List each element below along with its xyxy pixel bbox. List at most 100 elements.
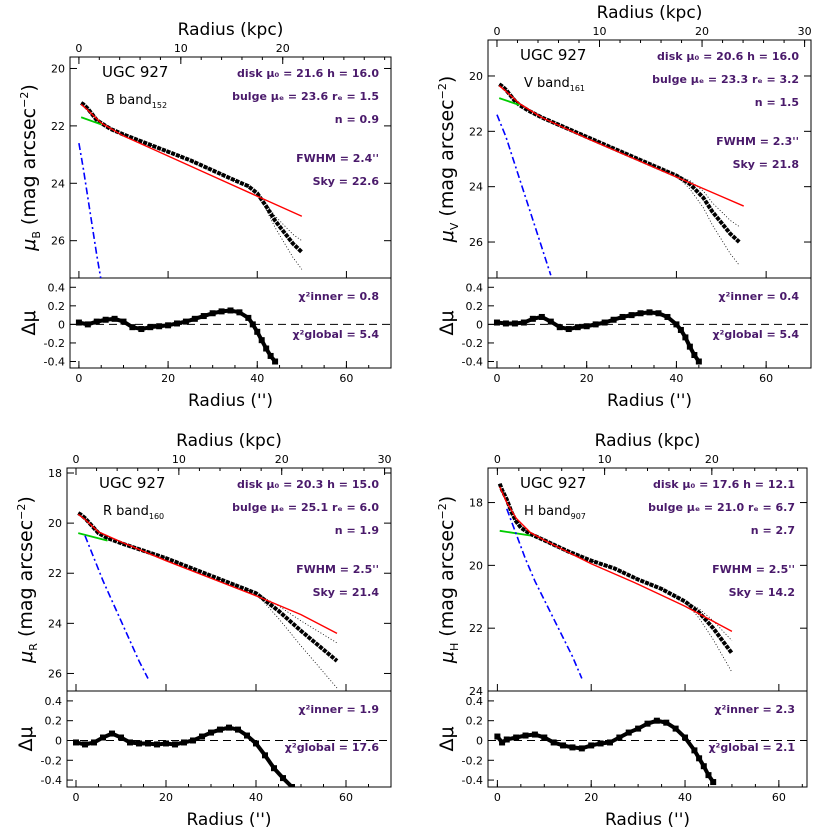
resid-y-tick-label: -0.2 xyxy=(41,754,62,767)
resid-y-tick-label: -0.4 xyxy=(462,356,483,369)
chi2-inner: χ²inner = 0.8 xyxy=(298,290,379,303)
top-tick-label: 10 xyxy=(593,25,607,38)
y-tick-label: 20 xyxy=(469,559,483,572)
residual-curve xyxy=(495,718,715,784)
disk-component-line xyxy=(498,97,520,106)
profile-error-lower xyxy=(499,83,740,266)
chi2-inner: χ²inner = 2.3 xyxy=(714,703,795,716)
y-tick-label: 24 xyxy=(469,685,483,698)
profile-error-lower xyxy=(80,102,303,270)
x-tick-label: 0 xyxy=(493,372,500,385)
y-tick-label: 26 xyxy=(48,667,62,680)
chi2-global: χ²global = 17.6 xyxy=(285,741,380,754)
chi2-global: χ²global = 2.1 xyxy=(708,741,795,754)
y-axis-title: μH (mag arcsec−2) xyxy=(436,496,461,664)
bottom-axis-title: Radius ('') xyxy=(188,391,273,411)
x-tick-label: 60 xyxy=(339,791,353,804)
y-tick-label: 18 xyxy=(48,467,62,480)
band-label: B band152 xyxy=(106,93,167,110)
resid-y-tick-label: -0.2 xyxy=(44,337,65,350)
total-model-line xyxy=(80,103,303,217)
resid-y-tick-label: -0.4 xyxy=(44,356,65,369)
total-model-line xyxy=(499,486,733,632)
top-tick-label: 0 xyxy=(75,42,82,55)
chi2-inner: χ²inner = 1.9 xyxy=(298,703,379,716)
resid-y-tick-label: 0.2 xyxy=(466,715,484,728)
total-model-line xyxy=(77,513,338,634)
resid-y-tick-label: 0.4 xyxy=(45,695,63,708)
fwhm-value: FWHM = 2.5'' xyxy=(296,563,379,576)
top-tick-label: 20 xyxy=(695,25,709,38)
observed-profile-points xyxy=(77,511,339,663)
bulge-component-line xyxy=(506,508,583,679)
resid-y-tick-label: 0.2 xyxy=(466,300,484,313)
sky-value: Sky = 14.2 xyxy=(729,586,795,599)
band-label: R band160 xyxy=(103,504,164,521)
fwhm-value: FWHM = 2.5'' xyxy=(712,563,795,576)
resid-y-tick-label: 0 xyxy=(55,734,62,747)
profile-error-lower xyxy=(78,512,338,689)
galaxy-name: UGC 927 xyxy=(102,63,168,81)
resid-y-tick-label: 0.4 xyxy=(466,281,484,294)
x-tick-label: 40 xyxy=(678,791,692,804)
x-tick-label: 20 xyxy=(584,791,598,804)
resid-y-tick-label: -0.2 xyxy=(462,754,483,767)
disk-params: disk μ₀ = 21.6 h = 16.0 xyxy=(237,67,379,80)
panel-top-left: Radius (kpc) 0 10 20 0 20 40 60 Radius ('') 20 22 2… xyxy=(18,20,392,411)
x-tick-label: 40 xyxy=(249,791,263,804)
panel-bottom-left: Radius (kpc) 0 10 20 30 0 20 40 60 Radius ('') 18 2… xyxy=(15,431,392,830)
band-label: H band907 xyxy=(524,504,586,521)
x-tick-label: 60 xyxy=(772,791,786,804)
residual-plot-frame xyxy=(69,277,392,369)
galaxy-name: UGC 927 xyxy=(520,46,586,64)
bottom-axis-title: Radius ('') xyxy=(605,810,690,830)
top-axis-title: Radius (kpc) xyxy=(595,431,701,451)
top-tick-label: 20 xyxy=(276,42,290,55)
disk-params: disk μ₀ = 17.6 h = 12.1 xyxy=(653,478,795,491)
disk-params: disk μ₀ = 20.6 h = 16.0 xyxy=(657,50,799,63)
y-tick-label: 22 xyxy=(48,567,62,580)
profile-error-lower xyxy=(499,483,733,673)
sersic-n: n = 0.9 xyxy=(335,113,379,126)
y-tick-label: 18 xyxy=(469,497,483,510)
sky-value: Sky = 21.4 xyxy=(313,586,380,599)
bulge-component-line xyxy=(78,142,102,278)
x-tick-label: 60 xyxy=(339,372,353,385)
top-tick-label: 0 xyxy=(73,453,80,466)
y-tick-label: 22 xyxy=(469,622,483,635)
y-tick-label: 24 xyxy=(469,181,483,194)
chi2-global: χ²global = 5.4 xyxy=(712,328,799,341)
y-axis-title: μR (mag arcsec−2) xyxy=(15,496,40,664)
x-tick-label: 40 xyxy=(250,372,264,385)
total-model-line xyxy=(498,85,744,207)
residual-curve xyxy=(78,308,277,363)
bulge-params: bulge μₑ = 25.1 rₑ = 6.0 xyxy=(232,501,379,514)
panel-bottom-right: Radius (kpc) 0 10 20 0 20 40 60 Radius ('') 18 20 2… xyxy=(436,431,808,830)
top-tick-label: 20 xyxy=(275,453,289,466)
chi2-inner: χ²inner = 0.4 xyxy=(718,290,799,303)
top-axis-title: Radius (kpc) xyxy=(597,3,703,23)
galaxy-name: UGC 927 xyxy=(520,474,586,492)
resid-y-tick-label: 0.2 xyxy=(45,715,63,728)
chi2-global: χ²global = 5.4 xyxy=(292,328,379,341)
disk-component-line xyxy=(80,116,102,126)
panel-top-right: Radius (kpc) 0 10 20 30 0 20 40 60 Radius ('') 20 2… xyxy=(436,3,812,411)
residual-plot-frame xyxy=(487,277,812,369)
x-tick-label: 20 xyxy=(580,372,594,385)
resid-y-tick-label: 0.4 xyxy=(48,281,66,294)
top-axis-title: Radius (kpc) xyxy=(178,20,284,40)
residual-plot-frame xyxy=(487,690,808,788)
y-axis-title: μB (mag arcsec−2) xyxy=(18,84,43,252)
bulge-params: bulge μₑ = 23.3 rₑ = 3.2 xyxy=(652,73,799,86)
x-tick-label: 60 xyxy=(759,372,773,385)
fwhm-value: FWHM = 2.4'' xyxy=(296,152,379,165)
y-tick-label: 24 xyxy=(48,617,62,630)
top-tick-label: 20 xyxy=(705,453,719,466)
top-tick-label: 30 xyxy=(378,453,392,466)
x-tick-label: 0 xyxy=(75,372,82,385)
resid-y-tick-label: 0 xyxy=(58,318,65,331)
sky-value: Sky = 21.8 xyxy=(733,158,799,171)
disk-component-line xyxy=(78,532,108,542)
resid-y-tick-label: 0 xyxy=(476,734,483,747)
